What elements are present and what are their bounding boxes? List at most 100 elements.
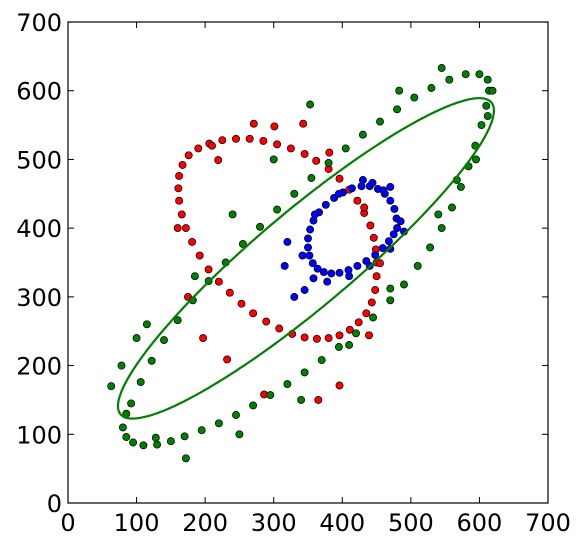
data-point	[178, 160, 187, 169]
data-point	[129, 438, 138, 447]
data-point	[360, 203, 369, 212]
data-point	[368, 178, 377, 187]
fit-curve-0	[116, 97, 495, 420]
data-point	[175, 196, 184, 205]
data-point	[488, 86, 497, 95]
data-point	[390, 204, 399, 213]
data-point	[437, 64, 446, 72]
data-point	[214, 419, 223, 428]
data-point	[132, 334, 141, 343]
data-point	[335, 268, 344, 277]
data-point	[195, 251, 204, 260]
data-point	[225, 288, 234, 297]
y-tick-label: 0	[47, 490, 62, 518]
series-0	[173, 119, 384, 404]
data-point	[232, 134, 240, 143]
data-point	[319, 268, 328, 277]
data-point	[184, 151, 193, 160]
data-point	[297, 395, 306, 404]
data-point	[384, 237, 393, 246]
data-point	[122, 433, 131, 441]
data-point	[290, 189, 299, 198]
data-point	[389, 230, 398, 239]
data-point	[335, 381, 344, 390]
x-tick-label: 600	[457, 509, 503, 537]
data-point	[358, 176, 367, 184]
y-tick-label: 700	[16, 9, 62, 37]
data-point	[371, 250, 380, 259]
y-tick-label: 300	[16, 284, 62, 312]
data-point	[153, 440, 162, 449]
data-point	[256, 222, 264, 231]
series-1	[107, 64, 497, 463]
x-tick-label: 0	[60, 509, 75, 537]
data-point	[259, 136, 268, 145]
data-point	[173, 316, 182, 325]
data-point	[174, 184, 183, 193]
data-point	[107, 382, 116, 391]
data-point	[280, 261, 289, 270]
data-point	[396, 217, 405, 226]
data-point	[358, 130, 367, 139]
y-tick-label: 100	[16, 421, 62, 449]
data-point	[283, 237, 292, 246]
data-point	[199, 334, 208, 343]
data-point	[273, 205, 282, 214]
data-point	[366, 221, 375, 230]
data-point	[223, 355, 232, 364]
x-tick-label: 700	[525, 509, 571, 537]
data-point	[181, 454, 190, 463]
data-point	[347, 184, 356, 193]
data-point	[300, 333, 309, 342]
data-point	[232, 411, 240, 419]
data-point	[386, 182, 395, 191]
data-point	[483, 75, 492, 84]
fit-curve-layer	[116, 97, 495, 420]
data-point	[228, 210, 237, 219]
data-point	[249, 309, 258, 318]
data-point	[369, 233, 378, 242]
x-tick-label: 200	[182, 509, 228, 537]
x-tick-label: 400	[319, 509, 365, 537]
y-tick-label: 600	[16, 78, 62, 106]
data-point	[352, 329, 360, 338]
data-point	[410, 93, 419, 102]
data-point	[237, 299, 246, 308]
data-point	[312, 334, 321, 343]
data-point	[456, 182, 465, 191]
data-point	[235, 430, 244, 439]
data-point	[434, 210, 443, 219]
data-point	[142, 320, 151, 329]
data-point	[269, 155, 278, 164]
data-point	[266, 391, 275, 400]
y-tick-label: 400	[16, 215, 62, 243]
data-point	[386, 284, 395, 293]
data-point	[249, 401, 258, 410]
x-tick-label: 300	[251, 509, 297, 537]
data-point	[188, 237, 197, 246]
data-point	[477, 121, 486, 130]
data-point	[483, 112, 492, 121]
data-point	[323, 277, 332, 286]
data-point	[354, 318, 363, 327]
x-tick-label: 100	[114, 509, 160, 537]
data-point	[304, 234, 312, 243]
data-point	[386, 196, 395, 205]
data-point	[461, 70, 470, 79]
data-point	[262, 317, 271, 326]
data-point	[273, 140, 282, 149]
data-point	[275, 324, 284, 333]
data-point	[376, 259, 384, 268]
data-point	[218, 136, 227, 145]
data-point	[393, 105, 402, 114]
data-point	[448, 203, 456, 212]
data-point	[413, 261, 422, 270]
data-point	[307, 174, 316, 182]
axes: 0 100 200 300 400 500 600 700 0 100 200 300 400 500 60…	[16, 9, 571, 537]
data-point	[181, 224, 190, 233]
data-point	[395, 86, 404, 95]
data-point	[314, 395, 323, 404]
data-point	[173, 224, 182, 233]
data-point	[334, 189, 343, 198]
